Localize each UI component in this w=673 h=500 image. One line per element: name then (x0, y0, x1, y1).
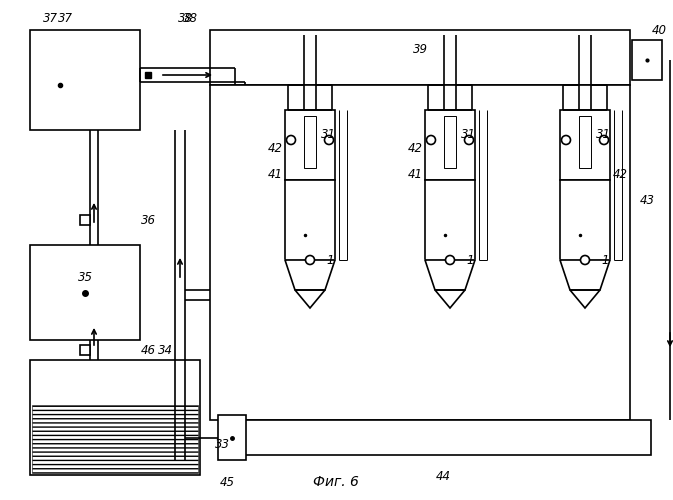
Text: 42: 42 (407, 142, 423, 154)
Text: 43: 43 (639, 194, 655, 206)
Text: 45: 45 (219, 476, 234, 488)
Text: Фиг. 6: Фиг. 6 (313, 475, 359, 489)
Circle shape (464, 136, 474, 144)
Text: 41: 41 (267, 168, 283, 181)
Text: 1: 1 (326, 254, 334, 266)
Text: 39: 39 (413, 43, 427, 56)
Text: 1: 1 (601, 254, 609, 266)
Bar (560, 180, 610, 260)
Text: 38: 38 (178, 12, 192, 24)
Bar (579, 116, 591, 168)
Bar (30, 360, 200, 475)
Text: 37: 37 (57, 12, 73, 24)
Text: 36: 36 (141, 214, 155, 226)
Bar (285, 180, 335, 260)
Bar (30, 245, 140, 340)
Text: 41: 41 (407, 168, 423, 181)
Text: 42: 42 (612, 168, 627, 181)
Bar (210, 30, 630, 85)
Bar (210, 85, 630, 420)
Circle shape (287, 136, 295, 144)
Text: 46: 46 (141, 344, 155, 356)
Bar (236, 420, 651, 455)
Circle shape (324, 136, 334, 144)
Bar (218, 415, 246, 460)
Polygon shape (425, 260, 475, 290)
Bar (304, 116, 316, 168)
Text: 34: 34 (157, 344, 172, 356)
Bar (560, 110, 610, 180)
Text: 40: 40 (651, 24, 666, 36)
Circle shape (427, 136, 435, 144)
Text: 35: 35 (77, 271, 92, 284)
Text: 42: 42 (267, 142, 283, 154)
Circle shape (561, 136, 571, 144)
Bar (30, 30, 140, 130)
Bar (32, 405, 198, 473)
Bar (425, 110, 475, 180)
Text: 31: 31 (596, 128, 610, 141)
Bar (444, 116, 456, 168)
Text: 37: 37 (42, 12, 57, 24)
Bar (285, 110, 335, 180)
Circle shape (600, 136, 608, 144)
Text: 1: 1 (466, 254, 474, 266)
Text: 31: 31 (320, 128, 336, 141)
Circle shape (306, 256, 314, 264)
Polygon shape (570, 290, 600, 308)
Bar (632, 40, 662, 80)
Text: 31: 31 (460, 128, 476, 141)
Circle shape (581, 256, 590, 264)
Polygon shape (560, 260, 610, 290)
Bar (425, 180, 475, 260)
Polygon shape (295, 290, 325, 308)
Polygon shape (435, 290, 465, 308)
Text: 38: 38 (182, 12, 197, 24)
Text: 44: 44 (436, 470, 451, 484)
Circle shape (446, 256, 454, 264)
Polygon shape (285, 260, 335, 290)
Text: 33: 33 (215, 438, 229, 452)
